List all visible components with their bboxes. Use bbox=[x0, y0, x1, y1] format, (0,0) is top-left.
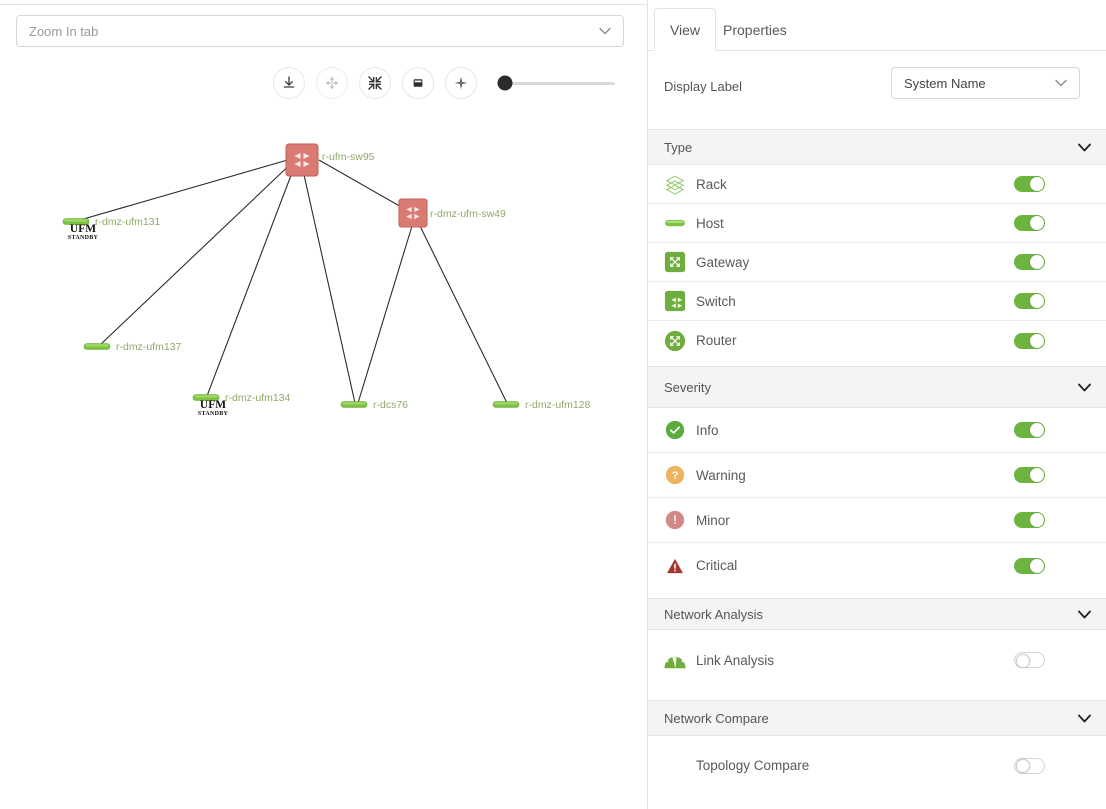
svg-text:?: ? bbox=[672, 470, 679, 482]
